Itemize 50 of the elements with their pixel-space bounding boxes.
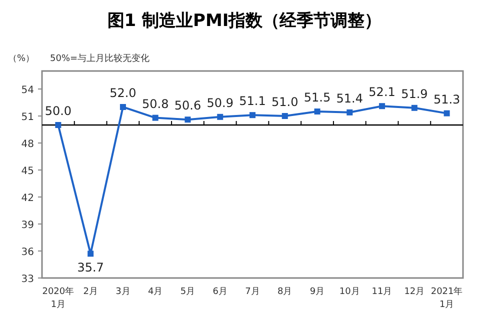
y-tick-label: 48 [21, 139, 34, 150]
point [55, 122, 62, 128]
text: 50%=与上月比较无变化 [50, 53, 150, 64]
x-tick-label: 12月 [404, 287, 425, 297]
x-tick-label: 7月 [245, 287, 260, 297]
y-tick-label: 33 [21, 274, 34, 285]
y-tick-label: 42 [21, 193, 34, 204]
point [217, 114, 224, 120]
data-label: 51.1 [239, 94, 266, 108]
y-tick-label: 36 [21, 247, 34, 258]
x-tick-label: 6月 [212, 287, 228, 297]
y-tick-label: 45 [21, 166, 34, 177]
x-tick-label: 8月 [278, 287, 292, 297]
x-tick-label: 2021年 1月 [430, 286, 463, 310]
x-tick-label: 5月 [180, 287, 196, 297]
x-tick-label: 3月 [116, 287, 130, 297]
x-tick-label: 2月 [83, 287, 98, 297]
data-label: 51.5 [304, 90, 331, 104]
point [120, 104, 126, 110]
data-label: 51.3 [433, 92, 460, 106]
data-label: 50.0 [44, 104, 72, 118]
data-label: 51.9 [401, 86, 428, 101]
point [444, 110, 450, 116]
x-tick-label: 2020年 1月 [42, 286, 74, 310]
chart-title: 图1 制造业PMI指数（经季节调整） [107, 11, 382, 31]
x-tick-label: 11月 [372, 287, 392, 297]
y-tick-label: 51 [21, 112, 34, 123]
point [379, 103, 386, 110]
point [152, 114, 158, 121]
point [314, 108, 320, 114]
data-label: 50.9 [206, 96, 234, 110]
x-tick-label: 4月 [148, 287, 163, 297]
point [184, 116, 191, 123]
data-label: 50.8 [142, 96, 169, 111]
point [411, 104, 418, 111]
x-tick-label: 9月 [310, 287, 325, 297]
y-tick-label: 39 [21, 220, 34, 231]
x-tick-label: 10月 [339, 287, 360, 297]
point [282, 113, 288, 119]
point [346, 109, 353, 116]
data-label: 52.0 [110, 86, 136, 100]
data-label: 51.0 [272, 95, 298, 109]
point [88, 250, 94, 257]
y-tick-label: 54 [21, 85, 34, 96]
data-label: 52.1 [368, 85, 396, 100]
data-label: 50.6 [174, 98, 202, 113]
data-label: 35.7 [77, 260, 104, 275]
point [250, 112, 256, 118]
text: （%） [8, 54, 35, 64]
data-label: 51.4 [336, 91, 364, 106]
